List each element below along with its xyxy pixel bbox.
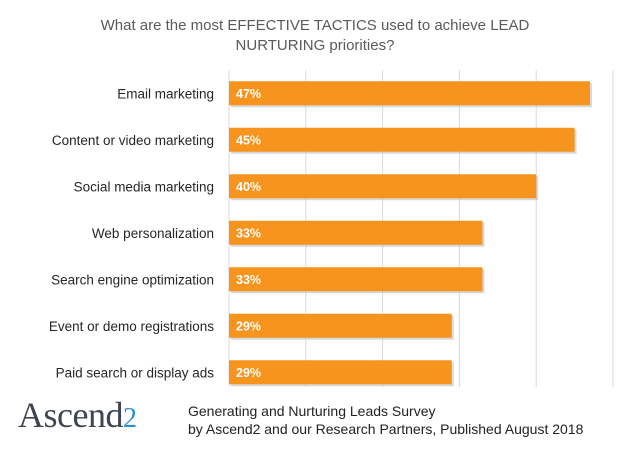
data-label: 33% <box>236 226 261 240</box>
category-label: Content or video marketing <box>52 133 214 148</box>
bar <box>229 360 452 385</box>
data-label: 33% <box>236 273 261 287</box>
category-label: Web personalization <box>92 226 214 241</box>
source-line-2: by Ascend2 and our Research Partners, Pu… <box>188 421 584 437</box>
chart-title-line-1: What are the most EFFECTIVE TACTICS used… <box>100 17 530 34</box>
data-label: 47% <box>236 87 261 101</box>
chart-title: What are the most EFFECTIVE TACTICS used… <box>60 16 570 56</box>
category-label: Event or demo registrations <box>49 319 214 334</box>
bar <box>229 174 537 199</box>
data-label: 29% <box>236 366 261 380</box>
bar <box>229 267 483 292</box>
category-label: Paid search or display ads <box>56 365 215 380</box>
bars <box>229 81 592 387</box>
category-label: Social media marketing <box>74 179 214 194</box>
bar <box>229 220 483 245</box>
bar-chart: Email marketing Content or video marketin… <box>49 70 614 387</box>
data-label: 45% <box>236 133 261 147</box>
bar <box>229 313 452 338</box>
category-labels: Email marketing Content or video marketin… <box>49 86 214 380</box>
data-label: 40% <box>236 180 261 194</box>
category-label: Email marketing <box>117 86 214 101</box>
data-label: 29% <box>236 319 261 333</box>
ascend2-logo: Ascend2 <box>18 394 137 436</box>
bar <box>229 81 590 106</box>
source-note: Generating and Nurturing Leads Survey by… <box>188 402 583 438</box>
logo-suffix-text: 2 <box>122 403 137 434</box>
source-line-1: Generating and Nurturing Leads Survey <box>188 403 436 419</box>
logo-main-text: Ascend <box>18 395 123 435</box>
bar <box>229 127 575 152</box>
data-labels: 47% 45% 40% 33% 33% 29% 29% <box>236 87 261 380</box>
chart-title-line-2: NURTURING priorities? <box>235 37 395 54</box>
category-label: Search engine optimization <box>51 272 214 287</box>
